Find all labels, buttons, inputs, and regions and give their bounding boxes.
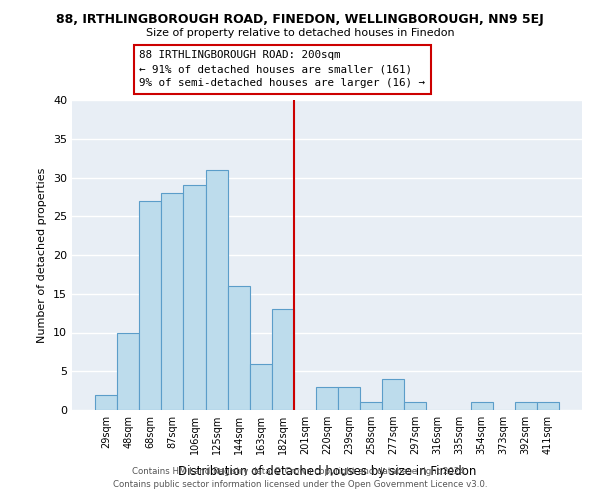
Bar [515, 402, 537, 410]
Bar [338, 387, 360, 410]
Bar [272, 309, 294, 410]
Bar [117, 332, 139, 410]
Y-axis label: Number of detached properties: Number of detached properties [37, 168, 47, 342]
Bar [250, 364, 272, 410]
Text: Contains HM Land Registry data © Crown copyright and database right 2024.: Contains HM Land Registry data © Crown c… [132, 467, 468, 476]
Text: Size of property relative to detached houses in Finedon: Size of property relative to detached ho… [146, 28, 454, 38]
Bar [316, 387, 338, 410]
Bar [161, 193, 184, 410]
Text: 88 IRTHLINGBOROUGH ROAD: 200sqm
← 91% of detached houses are smaller (161)
9% of: 88 IRTHLINGBOROUGH ROAD: 200sqm ← 91% of… [139, 50, 425, 88]
Bar [404, 402, 427, 410]
Bar [206, 170, 227, 410]
Bar [227, 286, 250, 410]
Text: 88, IRTHLINGBOROUGH ROAD, FINEDON, WELLINGBOROUGH, NN9 5EJ: 88, IRTHLINGBOROUGH ROAD, FINEDON, WELLI… [56, 12, 544, 26]
Bar [139, 200, 161, 410]
X-axis label: Distribution of detached houses by size in Finedon: Distribution of detached houses by size … [178, 466, 476, 478]
Bar [360, 402, 382, 410]
Bar [184, 185, 206, 410]
Bar [537, 402, 559, 410]
Bar [382, 379, 404, 410]
Text: Contains public sector information licensed under the Open Government Licence v3: Contains public sector information licen… [113, 480, 487, 489]
Bar [470, 402, 493, 410]
Bar [95, 394, 117, 410]
